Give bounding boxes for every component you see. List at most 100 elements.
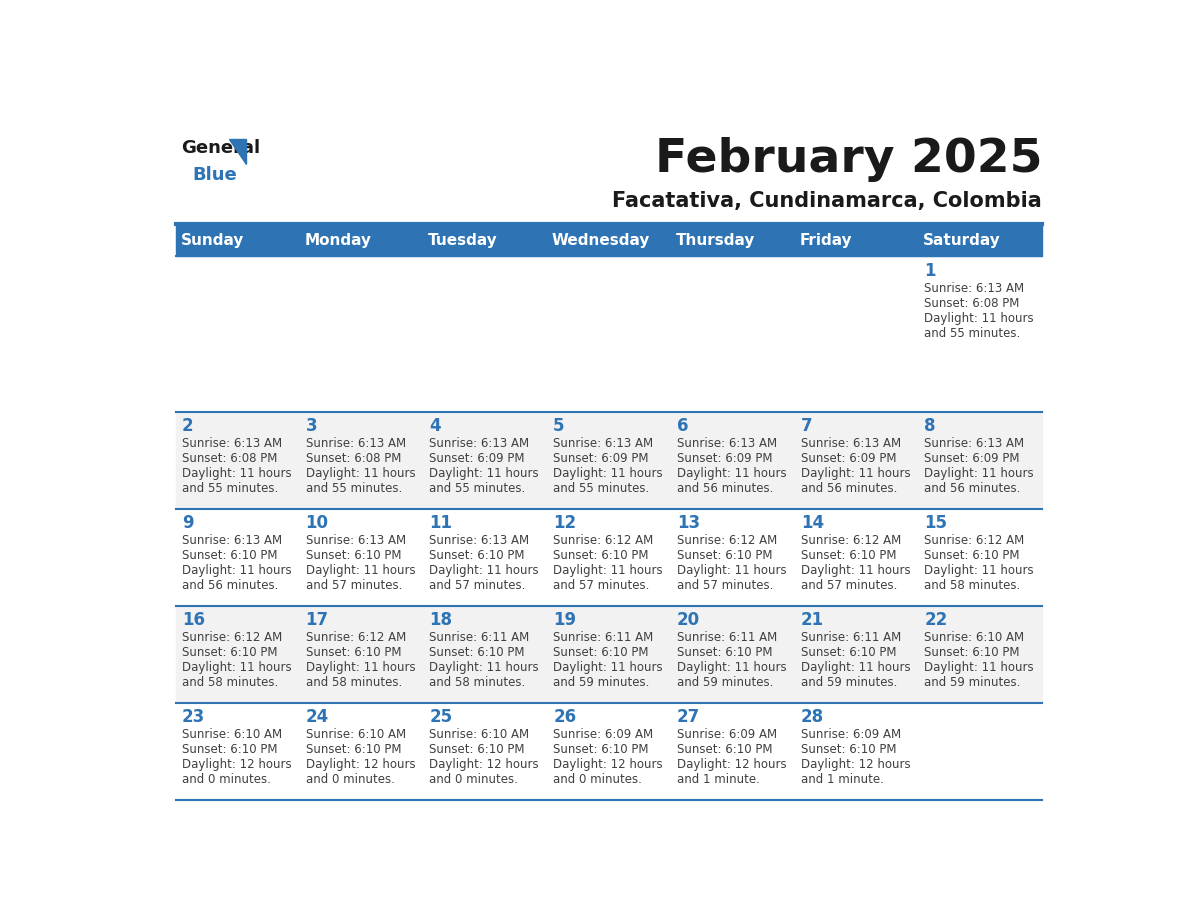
Text: and 0 minutes.: and 0 minutes. [305,774,394,787]
Text: Sunset: 6:10 PM: Sunset: 6:10 PM [182,549,277,563]
Text: Sunrise: 6:09 AM: Sunrise: 6:09 AM [554,728,653,742]
Text: and 58 minutes.: and 58 minutes. [305,677,402,689]
Text: and 0 minutes.: and 0 minutes. [429,774,518,787]
Text: Sunrise: 6:13 AM: Sunrise: 6:13 AM [182,534,282,547]
Text: 13: 13 [677,514,700,532]
Text: Sunset: 6:10 PM: Sunset: 6:10 PM [677,646,772,659]
Text: February 2025: February 2025 [655,137,1042,182]
Text: 22: 22 [924,611,948,630]
Text: Sunset: 6:10 PM: Sunset: 6:10 PM [677,744,772,756]
Text: General: General [181,140,260,157]
Text: and 58 minutes.: and 58 minutes. [924,579,1020,592]
Text: Tuesday: Tuesday [428,233,498,248]
Text: and 59 minutes.: and 59 minutes. [801,677,897,689]
Text: and 56 minutes.: and 56 minutes. [924,482,1020,495]
Text: Sunrise: 6:10 AM: Sunrise: 6:10 AM [305,728,406,742]
Bar [176,412,1042,509]
Text: Sunset: 6:09 PM: Sunset: 6:09 PM [677,453,772,465]
Text: Sunrise: 6:13 AM: Sunrise: 6:13 AM [305,437,406,450]
Text: Friday: Friday [800,233,852,248]
Text: and 56 minutes.: and 56 minutes. [677,482,773,495]
Text: Sunrise: 6:12 AM: Sunrise: 6:12 AM [554,534,653,547]
Text: 12: 12 [554,514,576,532]
Text: 23: 23 [182,709,206,726]
Text: and 57 minutes.: and 57 minutes. [677,579,773,592]
Text: Sunset: 6:10 PM: Sunset: 6:10 PM [305,646,402,659]
Text: Sunset: 6:09 PM: Sunset: 6:09 PM [801,453,896,465]
Text: Sunrise: 6:12 AM: Sunrise: 6:12 AM [182,632,282,644]
Text: and 55 minutes.: and 55 minutes. [182,482,278,495]
Text: 6: 6 [677,417,688,435]
Text: Sunrise: 6:13 AM: Sunrise: 6:13 AM [429,534,530,547]
Text: Daylight: 11 hours: Daylight: 11 hours [677,565,786,577]
Text: Sunset: 6:10 PM: Sunset: 6:10 PM [182,646,277,659]
Text: Sunrise: 6:09 AM: Sunrise: 6:09 AM [677,728,777,742]
Text: Sunrise: 6:11 AM: Sunrise: 6:11 AM [801,632,901,644]
Text: 28: 28 [801,709,823,726]
Text: Daylight: 11 hours: Daylight: 11 hours [429,661,539,675]
Text: Sunset: 6:10 PM: Sunset: 6:10 PM [305,549,402,563]
Text: Sunset: 6:10 PM: Sunset: 6:10 PM [182,744,277,756]
Text: Daylight: 11 hours: Daylight: 11 hours [801,565,910,577]
Text: Sunrise: 6:11 AM: Sunrise: 6:11 AM [677,632,777,644]
Text: Sunrise: 6:12 AM: Sunrise: 6:12 AM [305,632,406,644]
Text: 11: 11 [429,514,453,532]
Text: 7: 7 [801,417,813,435]
Text: and 56 minutes.: and 56 minutes. [182,579,278,592]
Text: Daylight: 11 hours: Daylight: 11 hours [801,661,910,675]
Text: Sunset: 6:10 PM: Sunset: 6:10 PM [429,549,525,563]
Text: Sunset: 6:10 PM: Sunset: 6:10 PM [924,646,1020,659]
Text: 17: 17 [305,611,329,630]
Text: Sunday: Sunday [181,233,244,248]
Text: Sunset: 6:08 PM: Sunset: 6:08 PM [182,453,277,465]
Text: and 1 minute.: and 1 minute. [801,774,884,787]
Text: Daylight: 11 hours: Daylight: 11 hours [924,565,1034,577]
Text: Sunset: 6:09 PM: Sunset: 6:09 PM [924,453,1020,465]
Text: Daylight: 11 hours: Daylight: 11 hours [554,661,663,675]
Bar [176,256,1042,412]
Text: Daylight: 11 hours: Daylight: 11 hours [801,467,910,480]
Text: and 58 minutes.: and 58 minutes. [182,677,278,689]
Text: Sunset: 6:10 PM: Sunset: 6:10 PM [801,549,896,563]
Text: 15: 15 [924,514,948,532]
Text: and 57 minutes.: and 57 minutes. [305,579,402,592]
Text: and 55 minutes.: and 55 minutes. [554,482,650,495]
Text: Daylight: 11 hours: Daylight: 11 hours [182,565,291,577]
Text: Daylight: 11 hours: Daylight: 11 hours [677,661,786,675]
Text: 9: 9 [182,514,194,532]
Text: Sunset: 6:10 PM: Sunset: 6:10 PM [554,646,649,659]
Text: Sunset: 6:10 PM: Sunset: 6:10 PM [924,549,1020,563]
Text: and 1 minute.: and 1 minute. [677,774,760,787]
Text: Daylight: 11 hours: Daylight: 11 hours [554,565,663,577]
Text: 10: 10 [305,514,329,532]
Text: Daylight: 11 hours: Daylight: 11 hours [554,467,663,480]
Text: Daylight: 12 hours: Daylight: 12 hours [801,758,910,771]
Text: Daylight: 11 hours: Daylight: 11 hours [305,467,416,480]
Text: Sunset: 6:10 PM: Sunset: 6:10 PM [429,646,525,659]
Text: Sunset: 6:10 PM: Sunset: 6:10 PM [801,646,896,659]
Text: Sunrise: 6:12 AM: Sunrise: 6:12 AM [677,534,777,547]
Text: and 56 minutes.: and 56 minutes. [801,482,897,495]
Text: 14: 14 [801,514,823,532]
Text: 27: 27 [677,709,700,726]
Bar [176,224,1042,256]
Bar [176,509,1042,606]
Text: Daylight: 11 hours: Daylight: 11 hours [924,661,1034,675]
Text: Sunset: 6:10 PM: Sunset: 6:10 PM [554,744,649,756]
Text: 5: 5 [554,417,564,435]
Text: Thursday: Thursday [676,233,756,248]
Text: Daylight: 11 hours: Daylight: 11 hours [182,467,291,480]
Text: Sunrise: 6:10 AM: Sunrise: 6:10 AM [182,728,282,742]
Text: 25: 25 [429,709,453,726]
Text: Sunset: 6:10 PM: Sunset: 6:10 PM [554,549,649,563]
Text: Daylight: 11 hours: Daylight: 11 hours [677,467,786,480]
Text: and 57 minutes.: and 57 minutes. [554,579,650,592]
Text: Blue: Blue [192,165,238,184]
Text: Daylight: 11 hours: Daylight: 11 hours [429,565,539,577]
Text: 3: 3 [305,417,317,435]
Text: and 58 minutes.: and 58 minutes. [429,677,525,689]
Text: Sunrise: 6:11 AM: Sunrise: 6:11 AM [554,632,653,644]
Text: Facatativa, Cundinamarca, Colombia: Facatativa, Cundinamarca, Colombia [612,191,1042,211]
Text: Wednesday: Wednesday [552,233,650,248]
Text: Sunrise: 6:10 AM: Sunrise: 6:10 AM [429,728,530,742]
